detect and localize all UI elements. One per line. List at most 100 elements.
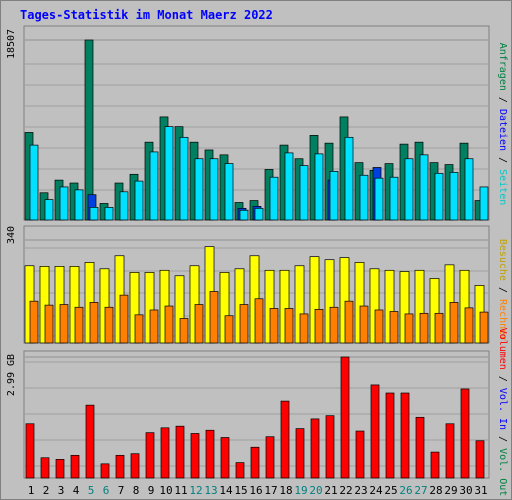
bar-rechner bbox=[374, 309, 384, 344]
bar-volumen bbox=[460, 388, 470, 479]
x-tick-label: 26 bbox=[399, 484, 412, 497]
bar-besuche bbox=[69, 266, 80, 344]
x-tick-label: 25 bbox=[384, 484, 397, 497]
x-tick-label: 21 bbox=[324, 484, 337, 497]
legend-entry: Volumen bbox=[497, 328, 508, 370]
bar-volumen bbox=[205, 429, 215, 479]
bar-rechner bbox=[269, 308, 279, 344]
bar-rechner bbox=[239, 304, 249, 344]
bar-volumen bbox=[190, 433, 200, 479]
y-max-label: 340 bbox=[6, 226, 17, 244]
bar-volumen bbox=[145, 432, 155, 479]
bar-seiten bbox=[209, 158, 219, 221]
bar-rechner bbox=[314, 309, 324, 344]
bar-seiten bbox=[119, 191, 129, 221]
legend-entry: Besuche bbox=[497, 239, 508, 281]
bar-rechner bbox=[464, 307, 474, 344]
bar-rechner bbox=[164, 305, 174, 344]
bar-besuche bbox=[324, 259, 335, 344]
bar-rechner bbox=[104, 306, 114, 344]
legend-separator: / bbox=[497, 430, 508, 448]
bar-volumen bbox=[325, 415, 335, 479]
bar-besuche bbox=[144, 272, 155, 344]
x-tick-label: 2 bbox=[43, 484, 50, 497]
x-tick-label: 4 bbox=[73, 484, 80, 497]
bar-seiten bbox=[149, 151, 159, 221]
legend-volumen: Volumen / Vol. In / Vol. Out bbox=[497, 328, 508, 497]
bar-seiten bbox=[29, 144, 39, 221]
bar-besuche bbox=[264, 269, 275, 344]
bar-besuche bbox=[354, 262, 365, 344]
bar-seiten bbox=[464, 158, 474, 221]
bar-volumen bbox=[340, 356, 350, 479]
x-tick-label: 3 bbox=[58, 484, 65, 497]
bar-volumen bbox=[25, 423, 35, 479]
x-tick-label: 15 bbox=[234, 484, 247, 497]
panel-besuche-rechner: 340 Besuche / Rechner bbox=[6, 225, 508, 344]
bar-volumen bbox=[310, 418, 320, 479]
bar-rechner bbox=[344, 300, 354, 344]
x-tick-label: 13 bbox=[204, 484, 217, 497]
x-tick-label: 17 bbox=[264, 484, 277, 497]
x-tick-label: 7 bbox=[118, 484, 125, 497]
bar-rechner bbox=[254, 298, 264, 344]
x-tick-label: 30 bbox=[459, 484, 472, 497]
bar-besuche bbox=[129, 272, 140, 344]
bar-seiten bbox=[284, 152, 294, 221]
bar-seiten bbox=[224, 163, 234, 221]
x-tick-label: 31 bbox=[474, 484, 487, 497]
bar-seiten bbox=[359, 174, 369, 221]
bar-volumen bbox=[115, 454, 125, 479]
bar-volumen bbox=[415, 416, 425, 479]
bar-seiten bbox=[179, 136, 189, 221]
legend-separator: / bbox=[497, 281, 508, 299]
panel-volumen: 2.99 GB Volumen / Vol. In / Vol. Out bbox=[6, 328, 508, 497]
bar-seiten bbox=[314, 153, 324, 221]
bar-volumen bbox=[85, 404, 95, 479]
bar-seiten bbox=[89, 207, 99, 221]
bar-seiten bbox=[254, 207, 264, 221]
bar-besuche bbox=[459, 269, 470, 344]
bar-besuche bbox=[99, 268, 110, 344]
bar-rechner bbox=[59, 304, 69, 344]
bar-besuche bbox=[399, 271, 410, 344]
bar-rechner bbox=[284, 308, 294, 344]
bar-besuche bbox=[414, 269, 425, 344]
x-tick-label: 27 bbox=[414, 484, 427, 497]
bar-rechner bbox=[359, 305, 369, 344]
bar-rechner bbox=[44, 304, 54, 344]
bar-besuche bbox=[279, 269, 290, 344]
bar-besuche bbox=[219, 272, 230, 344]
bar-seiten bbox=[74, 189, 84, 221]
bar-seiten bbox=[299, 165, 309, 221]
bar-seiten bbox=[389, 176, 399, 221]
bar-seiten bbox=[269, 176, 279, 221]
bar-rechner bbox=[434, 312, 444, 344]
x-tick-label: 18 bbox=[279, 484, 292, 497]
bar-volumen bbox=[400, 392, 410, 479]
y-max-label: 18507 bbox=[6, 29, 17, 59]
bar-volumen bbox=[445, 423, 455, 479]
bar-besuche bbox=[294, 265, 305, 344]
bar-volumen bbox=[100, 463, 110, 479]
bar-rechner bbox=[134, 314, 144, 344]
bar-rechner bbox=[419, 312, 429, 344]
bar-rechner bbox=[449, 302, 459, 344]
bar-rechner bbox=[29, 300, 39, 344]
x-tick-label: 16 bbox=[249, 484, 262, 497]
x-tick-label: 9 bbox=[148, 484, 155, 497]
bar-seiten bbox=[434, 172, 444, 221]
bar-seiten bbox=[449, 171, 459, 221]
bar-volumen bbox=[160, 427, 170, 479]
legend-separator: / bbox=[497, 151, 508, 169]
x-tick-label: 28 bbox=[429, 484, 442, 497]
bar-volumen bbox=[355, 430, 365, 479]
bar-besuche bbox=[429, 278, 440, 344]
legend-entry: Anfragen bbox=[497, 43, 508, 91]
x-tick-label: 29 bbox=[444, 484, 457, 497]
bar-seiten bbox=[479, 186, 489, 221]
bar-seiten bbox=[44, 199, 54, 221]
bar-volumen bbox=[265, 436, 275, 479]
legend-entry: Rechner bbox=[497, 299, 508, 341]
legend-entry: Vol. Out bbox=[497, 448, 508, 496]
